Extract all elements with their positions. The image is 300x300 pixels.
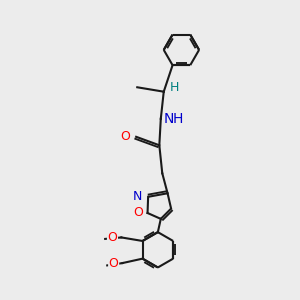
Text: H: H [169, 81, 179, 94]
Text: H: H [172, 112, 183, 126]
Text: O: O [109, 256, 118, 270]
Text: O: O [133, 206, 142, 220]
Text: O: O [120, 130, 130, 143]
Text: N: N [164, 112, 174, 126]
Text: N: N [133, 190, 142, 203]
Text: O: O [108, 231, 117, 244]
